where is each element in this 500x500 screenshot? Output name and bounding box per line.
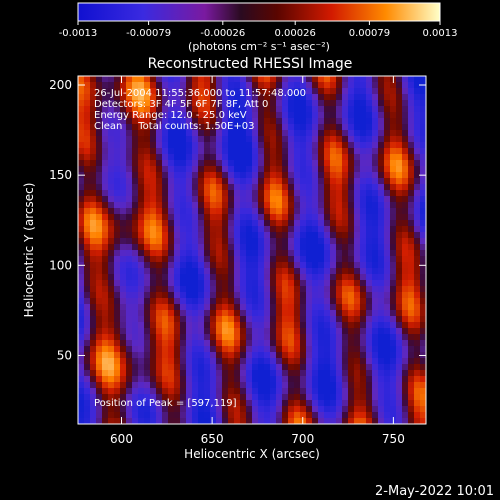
colorbar-tick-label: 0.00079	[349, 28, 390, 39]
colorbar-tick-label: -0.00079	[126, 28, 171, 39]
y-tick-label: 150	[49, 168, 72, 182]
colorbar-tick-label: 0.0013	[423, 28, 458, 39]
annotation-energy-range: Energy Range: 12.0 - 25.0 keV	[94, 110, 247, 121]
image-title: Reconstructed RHESSI Image	[148, 56, 353, 72]
x-tick-label: 750	[382, 432, 405, 446]
plot-frame	[77, 75, 427, 425]
y-tick-label: 200	[49, 78, 72, 92]
annotation-time-range: 26-Jul-2004 11:55:36.000 to 11:57:48.000	[94, 88, 306, 99]
colorbar-scale	[77, 2, 441, 22]
heatmap	[78, 76, 426, 424]
x-axis-label: Heliocentric X (arcsec)	[184, 447, 320, 461]
x-tick-label: 700	[291, 432, 314, 446]
colorbar-tick-label: -0.0013	[59, 28, 98, 39]
colorbar-tick-label: 0.00026	[275, 28, 316, 39]
x-tick-label: 650	[201, 432, 224, 446]
colorbar-ticks: -0.0013 -0.00079 -0.00026 0.00026 0.00079 0.0…	[59, 21, 458, 39]
annotation-detectors: Detectors: 3F 4F 5F 6F 7F 8F, Att 0	[94, 99, 268, 110]
axis-ticks: 600 650 700 750 50 100 150 200	[49, 76, 426, 446]
footer-timestamp: 2-May-2022 10:01	[375, 484, 494, 499]
colorbar-units: (photons cm⁻² s⁻¹ asec⁻²)	[188, 40, 330, 53]
annotation-method-counts: Clean Total counts: 1.50E+03	[94, 121, 254, 132]
y-tick-label: 50	[57, 348, 72, 362]
colorbar: -0.0013 -0.00079 -0.00026 0.00026 0.00079 0.0…	[59, 2, 458, 53]
x-tick-label: 600	[110, 432, 133, 446]
y-axis-label: Heliocentric Y (arcsec)	[22, 183, 36, 318]
colorbar-tick-label: -0.00026	[200, 28, 245, 39]
y-tick-label: 100	[49, 258, 72, 272]
image-annotations: 26-Jul-2004 11:55:36.000 to 11:57:48.000…	[94, 88, 306, 409]
annotation-peak-position: Position of Peak = [597,119]	[94, 398, 237, 409]
